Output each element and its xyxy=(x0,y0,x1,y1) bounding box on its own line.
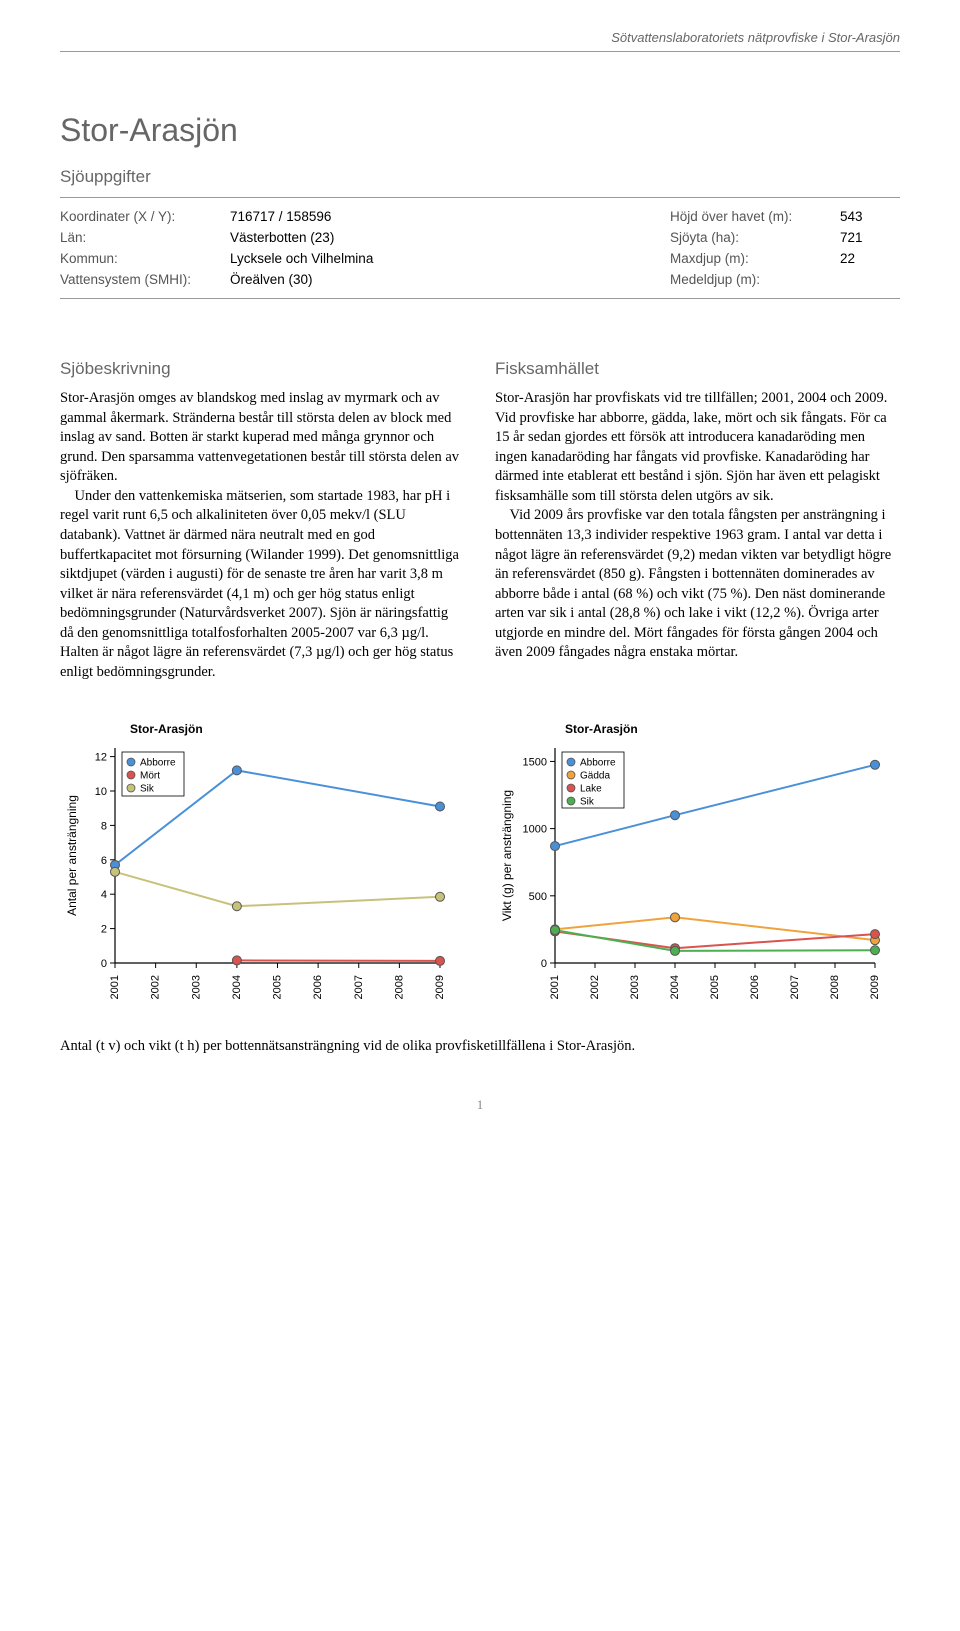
info-label: Maxdjup (m): xyxy=(670,248,840,269)
info-value: 543 xyxy=(840,206,900,227)
svg-text:4: 4 xyxy=(101,890,107,902)
svg-text:2009: 2009 xyxy=(869,975,881,999)
chart-left: 0 2 4 6 8 10 12 2001 2002 2003 2004 2005 2006 2007 200… xyxy=(60,738,465,1023)
two-column-body: Sjöbeskrivning Stor-Arasjön omges av bla… xyxy=(60,359,900,682)
info-label: Sjöyta (ha): xyxy=(670,227,840,248)
svg-text:2008: 2008 xyxy=(829,975,841,999)
svg-text:2001: 2001 xyxy=(109,975,121,999)
info-table: Koordinater (X / Y):716717 / 158596Höjd … xyxy=(60,197,900,299)
svg-text:2001: 2001 xyxy=(549,975,561,999)
chart-right-title: Stor-Arasjön xyxy=(565,722,900,736)
chart-left-container: Stor-Arasjön 0 2 4 6 8 10 12 2001 2002 2003 2004 20… xyxy=(60,722,465,1023)
svg-text:2003: 2003 xyxy=(190,975,202,999)
body-paragraph: Under den vattenkemiska mätserien, som s… xyxy=(60,487,465,683)
svg-text:8: 8 xyxy=(101,821,107,833)
right-column: Fisksamhället Stor-Arasjön har provfiska… xyxy=(495,359,900,682)
svg-text:1000: 1000 xyxy=(523,824,547,836)
svg-text:Mört: Mört xyxy=(140,771,160,782)
info-value xyxy=(840,269,900,290)
svg-text:2006: 2006 xyxy=(749,975,761,999)
chart-caption: Antal (t v) och vikt (t h) per bottennät… xyxy=(60,1037,900,1057)
page-number: 1 xyxy=(60,1097,900,1113)
svg-text:2004: 2004 xyxy=(669,975,681,999)
right-body: Stor-Arasjön har provfiskats vid tre til… xyxy=(495,389,900,663)
info-row: Län:Västerbotten (23)Sjöyta (ha):721 xyxy=(60,227,900,248)
svg-text:2007: 2007 xyxy=(353,975,365,999)
svg-text:2008: 2008 xyxy=(393,975,405,999)
svg-text:Gädda: Gädda xyxy=(580,771,610,782)
body-paragraph: Stor-Arasjön omges av blandskog med insl… xyxy=(60,389,465,487)
svg-text:2: 2 xyxy=(101,924,107,936)
chart-right-container: Stor-Arasjön 0 500 1000 1500 2001 2002 2003 200… xyxy=(495,722,900,1023)
svg-text:Sik: Sik xyxy=(580,797,595,808)
svg-text:6: 6 xyxy=(101,855,107,867)
info-row: Vattensystem (SMHI):Öreälven (30)Medeldj… xyxy=(60,269,900,290)
svg-text:Antal per ansträngning: Antal per ansträngning xyxy=(65,796,79,917)
page-title: Stor-Arasjön xyxy=(60,112,900,149)
info-value: Lycksele och Vilhelmina xyxy=(230,248,670,269)
info-label: Koordinater (X / Y): xyxy=(60,206,230,227)
info-label: Medeldjup (m): xyxy=(670,269,840,290)
info-label: Län: xyxy=(60,227,230,248)
info-label: Vattensystem (SMHI): xyxy=(60,269,230,290)
svg-text:500: 500 xyxy=(529,891,547,903)
chart-left-title: Stor-Arasjön xyxy=(130,722,465,736)
svg-text:2009: 2009 xyxy=(434,975,446,999)
right-title: Fisksamhället xyxy=(495,359,900,379)
svg-text:2004: 2004 xyxy=(231,975,243,999)
body-paragraph: Vid 2009 års provfiske var den totala få… xyxy=(495,506,900,663)
svg-text:2002: 2002 xyxy=(589,975,601,999)
svg-text:Vikt (g) per ansträngning: Vikt (g) per ansträngning xyxy=(500,790,514,921)
svg-text:2006: 2006 xyxy=(312,975,324,999)
info-value: 716717 / 158596 xyxy=(230,206,670,227)
svg-text:0: 0 xyxy=(101,958,107,970)
chart-right: 0 500 1000 1500 2001 2002 2003 2004 2005 2006 2007… xyxy=(495,738,900,1023)
chart-svg: 0 500 1000 1500 2001 2002 2003 2004 2005 2006 2007… xyxy=(495,738,885,1018)
svg-text:12: 12 xyxy=(95,752,107,764)
info-value: 22 xyxy=(840,248,900,269)
svg-text:1500: 1500 xyxy=(523,757,547,769)
left-column: Sjöbeskrivning Stor-Arasjön omges av bla… xyxy=(60,359,465,682)
info-label: Höjd över havet (m): xyxy=(670,206,840,227)
svg-text:2003: 2003 xyxy=(629,975,641,999)
svg-text:Lake: Lake xyxy=(580,784,602,795)
body-paragraph: Stor-Arasjön har provfiskats vid tre til… xyxy=(495,389,900,506)
svg-text:Abborre: Abborre xyxy=(140,758,176,769)
svg-text:2005: 2005 xyxy=(709,975,721,999)
info-label: Kommun: xyxy=(60,248,230,269)
running-header: Sötvattenslaboratoriets nätprovfiske i S… xyxy=(60,30,900,52)
info-row: Koordinater (X / Y):716717 / 158596Höjd … xyxy=(60,206,900,227)
svg-text:Abborre: Abborre xyxy=(580,758,616,769)
info-value: Västerbotten (23) xyxy=(230,227,670,248)
info-section-title: Sjöuppgifter xyxy=(60,167,900,187)
svg-text:2005: 2005 xyxy=(272,975,284,999)
left-title: Sjöbeskrivning xyxy=(60,359,465,379)
info-value: 721 xyxy=(840,227,900,248)
svg-text:2007: 2007 xyxy=(789,975,801,999)
svg-text:0: 0 xyxy=(541,958,547,970)
info-value: Öreälven (30) xyxy=(230,269,670,290)
chart-svg: 0 2 4 6 8 10 12 2001 2002 2003 2004 2005 2006 2007 200… xyxy=(60,738,450,1018)
svg-text:Sik: Sik xyxy=(140,784,155,795)
info-row: Kommun:Lycksele och VilhelminaMaxdjup (m… xyxy=(60,248,900,269)
svg-text:2002: 2002 xyxy=(150,975,162,999)
charts-row: Stor-Arasjön 0 2 4 6 8 10 12 2001 2002 2003 2004 20… xyxy=(60,722,900,1023)
left-body: Stor-Arasjön omges av blandskog med insl… xyxy=(60,389,465,682)
svg-text:10: 10 xyxy=(95,786,107,798)
